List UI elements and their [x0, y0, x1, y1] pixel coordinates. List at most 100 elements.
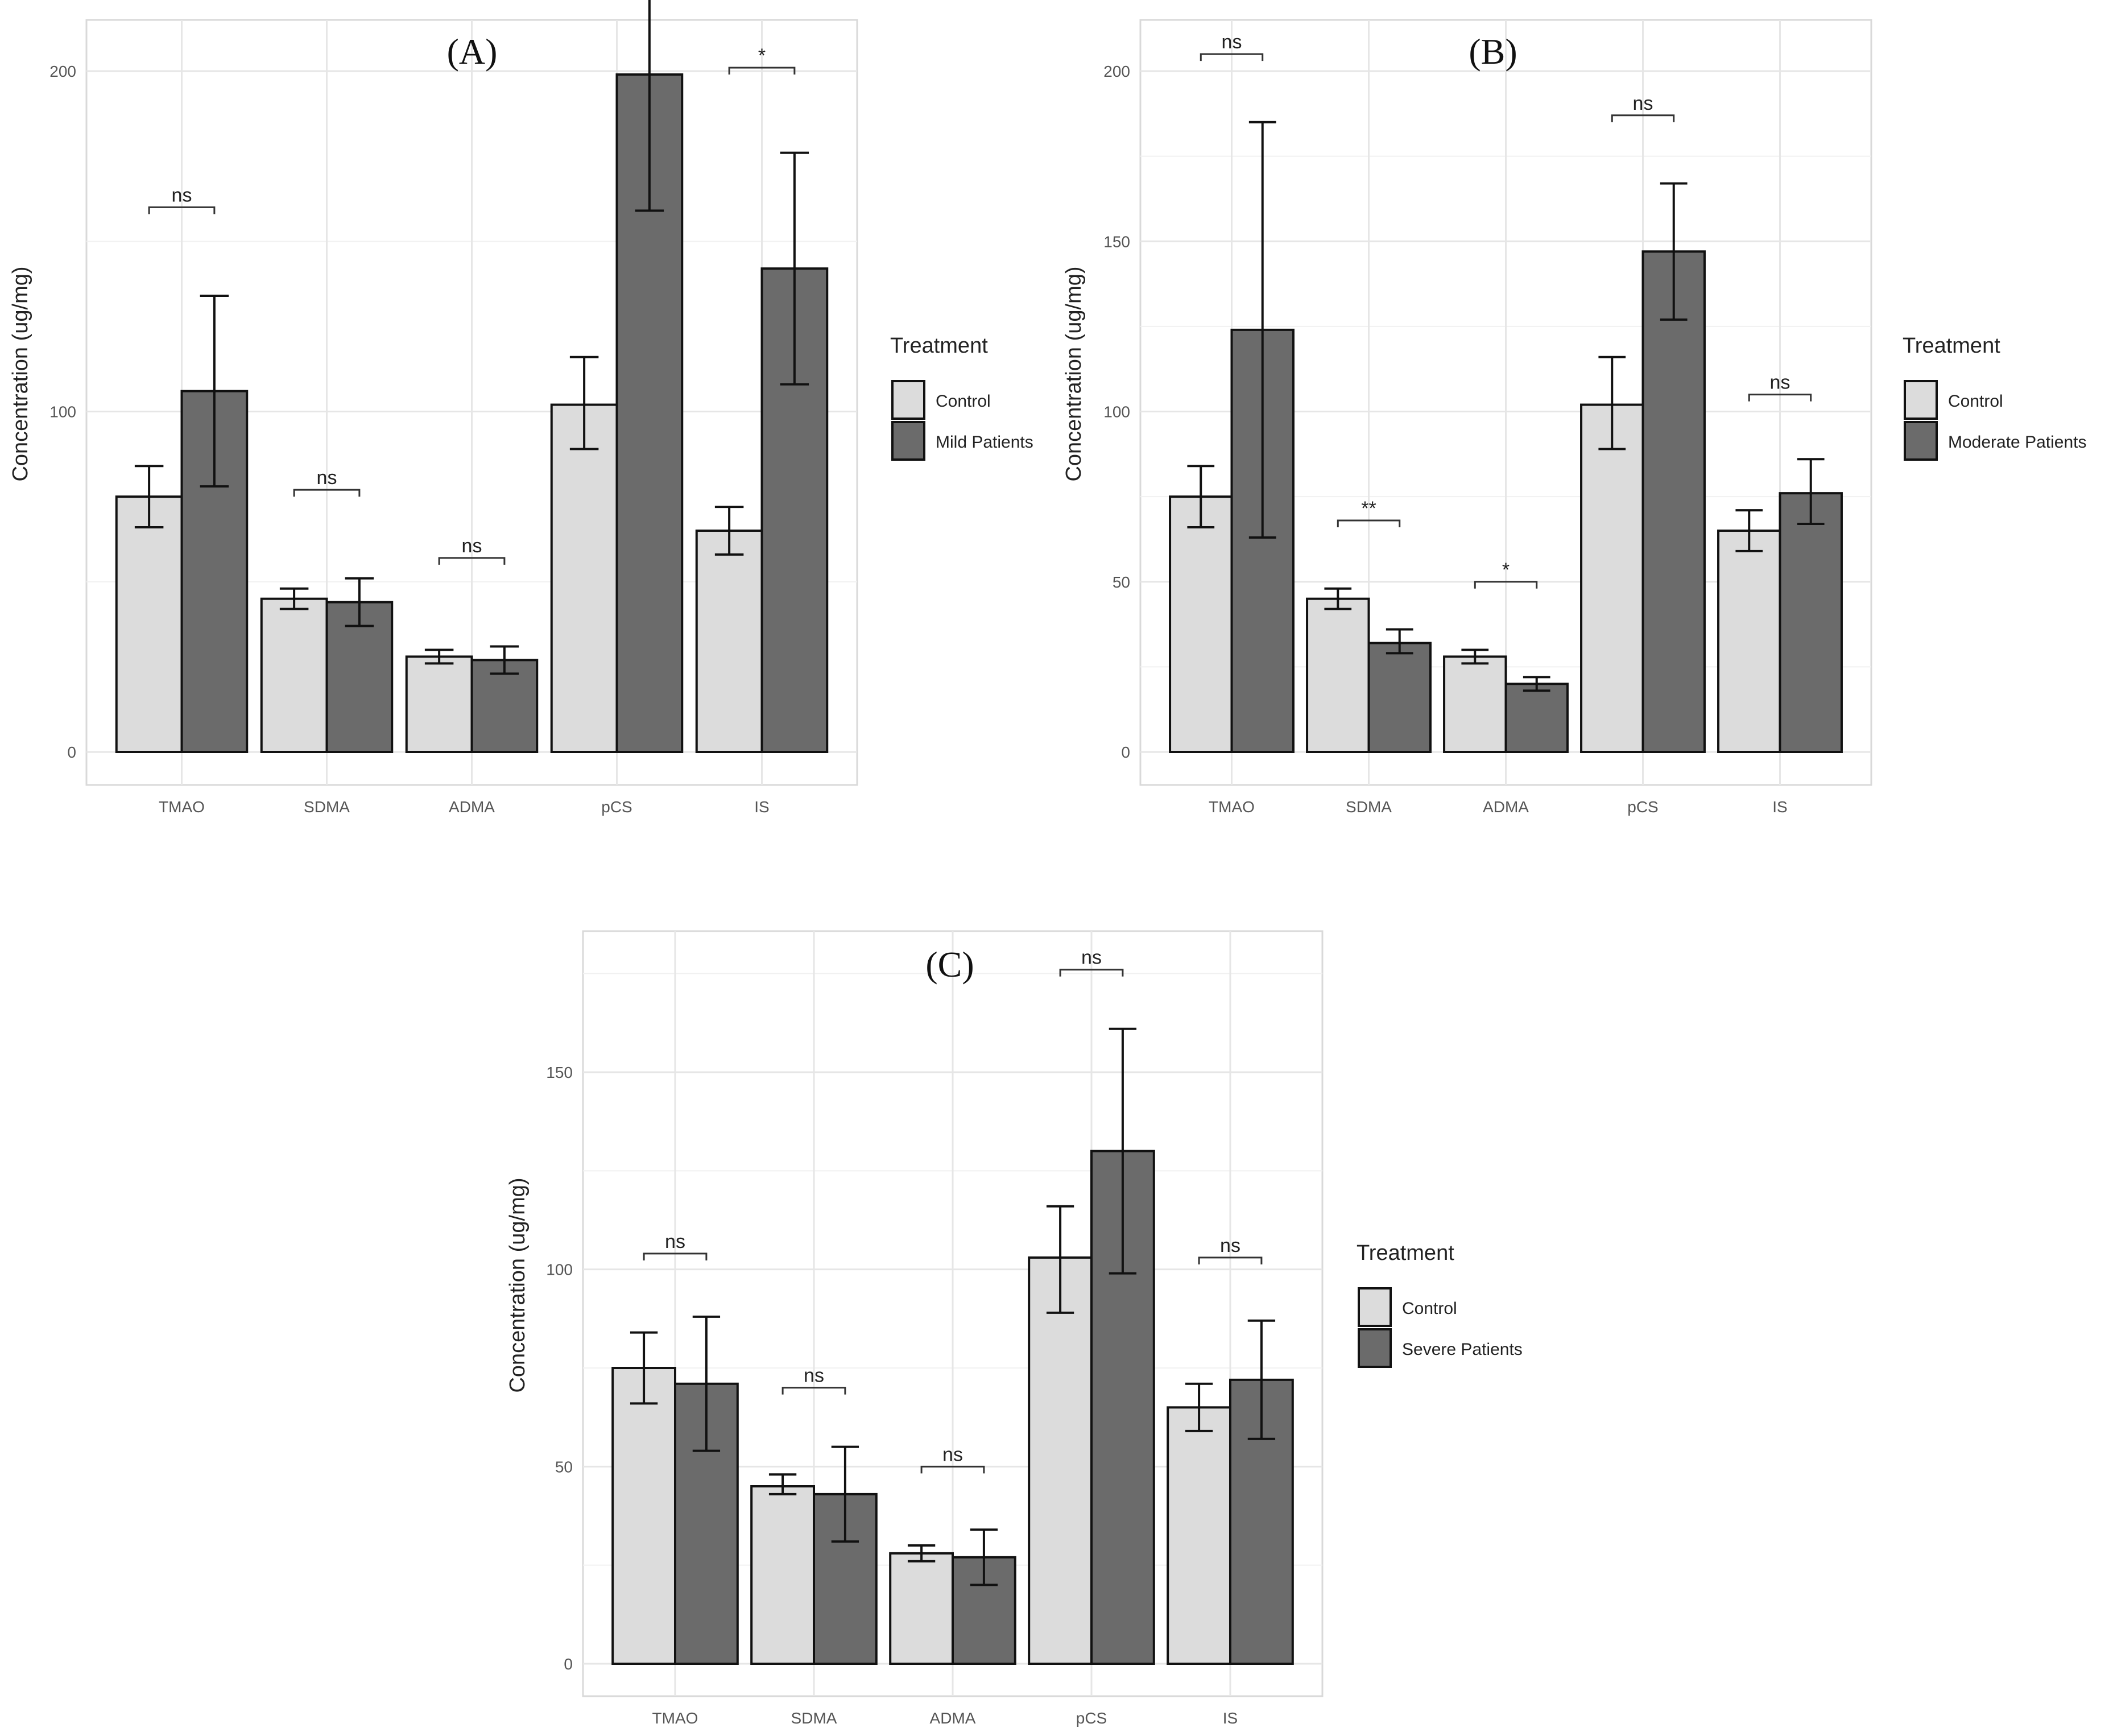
bar-control-sdma [750, 1485, 815, 1665]
significance-label: ** [1361, 498, 1376, 519]
y-tick-label: 150 [546, 1064, 573, 1081]
x-tick-label: TMAO [652, 1709, 698, 1727]
legend-title: Treatment [1357, 1241, 1454, 1265]
significance-bracket [293, 489, 361, 497]
x-tick-label: pCS [1627, 798, 1658, 816]
significance-bracket [438, 557, 506, 565]
x-tick-label: IS [1772, 798, 1787, 816]
legend: Treatment Control Severe Patients [1357, 1241, 1523, 1368]
bar-moderate-patients-pcs [1641, 250, 1706, 753]
x-tick-label: ADMA [449, 798, 495, 816]
y-tick-label: 50 [1113, 573, 1130, 591]
bar-control-pcs [1580, 403, 1644, 753]
bar-control-adma [1443, 655, 1507, 754]
y-axis-title: Concentration (ug/mg) [1062, 266, 1086, 481]
bar-moderate-patients-is [1779, 492, 1843, 753]
x-tick-label: TMAO [159, 798, 205, 816]
x-tick-label: IS [1223, 1709, 1238, 1727]
significance-label: ns [1633, 93, 1653, 114]
legend-swatch [1904, 380, 1938, 420]
x-tick-label: ADMA [930, 1709, 976, 1727]
bar-control-tmao [1169, 495, 1233, 753]
significance-label: ns [1222, 31, 1242, 53]
legend-label: Control [936, 392, 991, 411]
significance-bracket [1474, 581, 1538, 589]
significance-label: ns [804, 1365, 824, 1387]
legend-swatch [1904, 421, 1938, 461]
legend-title: Treatment [1903, 334, 2000, 358]
y-tick-label: 0 [67, 743, 76, 761]
legend-label: Moderate Patients [1948, 433, 2086, 452]
x-tick-label: SDMA [304, 798, 350, 816]
y-axis-title: Concentration (ug/mg) [506, 1177, 530, 1392]
panel-label: (A) [447, 31, 498, 72]
x-tick-label: SDMA [791, 1709, 837, 1727]
bar-control-pcs [550, 403, 618, 753]
y-tick-label: 0 [564, 1655, 573, 1673]
panel-label: (B) [1469, 31, 1517, 72]
significance-label: ns [1220, 1235, 1240, 1256]
bar-control-is [1167, 1406, 1231, 1665]
bar-moderate-patients-adma [1504, 683, 1569, 754]
y-axis-title: Concentration (ug/mg) [9, 266, 32, 481]
bar-control-is [695, 529, 763, 753]
significance-label: ns [1770, 372, 1790, 394]
legend: Treatment Control Mild Patients [890, 334, 1033, 461]
significance-bracket [1200, 53, 1264, 61]
legend-swatch [891, 421, 925, 461]
chart-panel-A: 0 100 200 Concentration (ug/mg) TMAO SDMA ADMA… [9, 0, 1033, 816]
bar-control-tmao [611, 1367, 676, 1665]
significance-label: ns [942, 1444, 963, 1465]
y-tick-label: 100 [49, 403, 76, 421]
x-tick-label: ADMA [1483, 798, 1529, 816]
bar-control-is [1717, 529, 1781, 753]
bar-control-sdma [1306, 597, 1370, 754]
x-tick-label: pCS [601, 798, 632, 816]
y-tick-label: 50 [555, 1458, 573, 1475]
legend: Treatment Control Moderate Patients [1903, 334, 2086, 461]
legend-label: Severe Patients [1402, 1340, 1523, 1359]
x-tick-label: pCS [1076, 1709, 1107, 1727]
significance-bracket [1059, 969, 1124, 977]
legend-label: Control [1402, 1299, 1457, 1318]
chart-panel-B: 0 50 100 150 200 Concentration (ug/mg) TMAO SDM… [1062, 19, 2086, 816]
y-tick-label: 0 [1121, 743, 1130, 761]
significance-label: ns [317, 467, 337, 489]
significance-bracket [1337, 519, 1401, 528]
significance-bracket [1611, 114, 1675, 122]
significance-bracket [148, 206, 216, 214]
y-tick-label: 100 [1103, 403, 1130, 421]
x-tick-label: TMAO [1209, 798, 1255, 816]
significance-bracket [781, 1387, 846, 1395]
significance-label: ns [172, 184, 192, 206]
legend-swatch [1358, 1287, 1392, 1327]
legend-swatch [1358, 1328, 1392, 1368]
y-tick-label: 100 [546, 1261, 573, 1279]
bar-control-pcs [1028, 1256, 1093, 1665]
significance-bracket [728, 67, 796, 75]
significance-label: ns [462, 535, 482, 557]
legend-label: Control [1948, 392, 2003, 411]
bar-control-adma [405, 655, 473, 754]
x-tick-label: IS [754, 798, 769, 816]
significance-label: * [1502, 559, 1510, 581]
legend-title: Treatment [890, 334, 988, 358]
bar-control-tmao [115, 495, 183, 753]
significance-label: ns [665, 1231, 685, 1253]
legend-swatch [891, 380, 925, 420]
chart-panel-C: 0 50 100 150 Concentration (ug/mg) TMAO SDMA AD… [506, 930, 1523, 1727]
bar-control-sdma [260, 597, 328, 754]
y-tick-label: 150 [1103, 233, 1130, 250]
significance-bracket [1748, 394, 1812, 402]
bar-moderate-patients-sdma [1367, 642, 1432, 753]
panel-label: (C) [925, 944, 974, 985]
bar-control-adma [889, 1552, 954, 1665]
legend-label: Mild Patients [936, 433, 1033, 452]
significance-bracket [1198, 1256, 1263, 1264]
x-tick-label: SDMA [1346, 798, 1392, 816]
y-tick-label: 200 [49, 63, 76, 80]
significance-bracket [920, 1465, 985, 1474]
y-tick-label: 200 [1103, 63, 1130, 80]
significance-label: * [758, 45, 766, 67]
